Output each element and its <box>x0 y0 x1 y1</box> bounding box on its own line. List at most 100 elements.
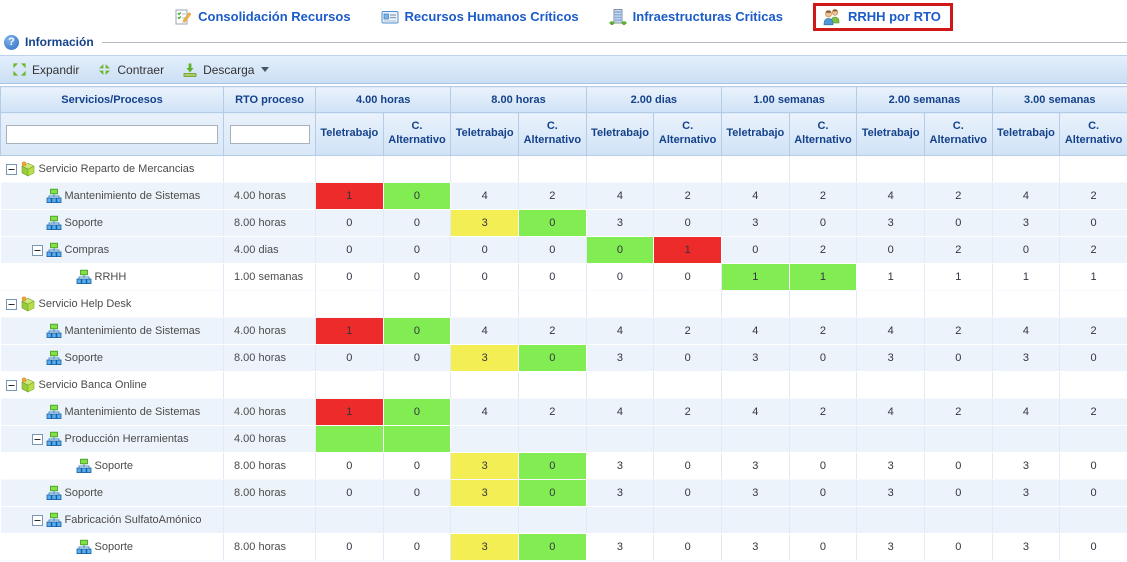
collapse-expander-icon[interactable] <box>31 244 45 256</box>
help-icon[interactable]: ? <box>4 34 19 50</box>
value-cell: 2 <box>789 317 858 345</box>
value-cell <box>383 371 452 399</box>
subcolumn-header[interactable]: C. Alternativo <box>382 112 452 156</box>
value-cell: 0 <box>518 479 587 507</box>
table-row: Soporte 8.00 horas 0 0 3 0 3 0 3 0 3 0 3 0 <box>0 344 1127 372</box>
subcolumn-header[interactable]: Teletrabajo <box>315 112 384 156</box>
period-column-header[interactable]: 4.00 horas <box>314 86 452 113</box>
rto-cell: 4.00 horas <box>223 182 316 210</box>
value-cell: 1 <box>856 263 925 291</box>
value-cell: 3 <box>586 344 655 372</box>
value-cell: 0 <box>992 236 1061 264</box>
rto-cell: 8.00 horas <box>223 452 316 480</box>
value-cell: 0 <box>856 236 925 264</box>
value-cell <box>789 155 858 183</box>
value-cell: 4 <box>721 317 790 345</box>
subcolumn-header[interactable]: Teletrabajo <box>991 112 1061 156</box>
service-process-cell: Servicio Help Desk <box>0 290 224 318</box>
value-cell: 1 <box>315 182 384 210</box>
value-cell: 2 <box>924 398 993 426</box>
collapse-expander-icon[interactable] <box>31 433 45 445</box>
period-column-header[interactable]: 2.00 semanas <box>856 86 993 113</box>
value-cell: 0 <box>315 236 384 264</box>
service-process-cell: Producción Herramientas <box>0 425 224 453</box>
value-cell: 2 <box>1059 236 1127 264</box>
period-column-header[interactable]: 8.00 horas <box>450 86 587 113</box>
value-cell: 3 <box>992 533 1061 561</box>
value-cell <box>653 155 722 183</box>
value-cell: 0 <box>1059 533 1127 561</box>
value-cell: 4 <box>992 317 1061 345</box>
value-cell: 0 <box>518 236 587 264</box>
tab-bar: Consolidación Recursos Recursos Humanos C… <box>0 0 1127 33</box>
subcolumn-header[interactable]: Teletrabajo <box>450 112 519 156</box>
sitemap-icon <box>46 323 62 339</box>
value-cell: 4 <box>992 398 1061 426</box>
value-cell: 0 <box>1059 479 1127 507</box>
value-cell: 3 <box>586 479 655 507</box>
service-process-cell: Fabricación SulfatoAmónico <box>0 506 224 534</box>
expand-button[interactable]: Expandir <box>8 60 83 79</box>
value-cell: 0 <box>315 209 384 237</box>
collapse-expander-icon[interactable] <box>5 163 19 175</box>
subcolumn-header[interactable]: C. Alternativo <box>653 112 722 156</box>
service-process-cell: Servicio Banca Online <box>0 371 224 399</box>
tab-rrhh-por-rto[interactable]: RRHH por RTO <box>812 2 953 31</box>
sitemap-icon <box>46 512 62 528</box>
value-cell: 1 <box>992 263 1061 291</box>
value-cell: 0 <box>653 479 722 507</box>
value-cell: 0 <box>383 182 452 210</box>
table-row: Soporte 8.00 horas 0 0 3 0 3 0 3 0 3 0 3 0 <box>0 479 1127 507</box>
subcolumn-header[interactable]: Teletrabajo <box>720 112 790 156</box>
value-cell <box>315 506 384 534</box>
value-cell <box>789 371 858 399</box>
services-column-header[interactable]: Servicios/Procesos <box>0 86 224 113</box>
value-cell: 4 <box>721 182 790 210</box>
value-cell: 2 <box>1059 317 1127 345</box>
subcolumn-header[interactable]: C. Alternativo <box>517 112 587 156</box>
subcolumn-header[interactable]: Teletrabajo <box>856 112 925 156</box>
period-column-header[interactable]: 1.00 semanas <box>720 86 858 113</box>
service-process-cell: Soporte <box>0 533 224 561</box>
tab-consolidaci-n-recursos[interactable]: Consolidación Recursos <box>174 8 351 26</box>
rto-cell: 4.00 horas <box>223 398 316 426</box>
value-cell: 0 <box>789 533 858 561</box>
value-cell <box>992 155 1061 183</box>
value-cell <box>721 155 790 183</box>
subcolumn-header[interactable]: C. Alternativo <box>923 112 993 156</box>
tab-infraestructuras-criticas[interactable]: Infraestructuras Criticas <box>609 8 783 26</box>
value-cell: 0 <box>1059 209 1127 237</box>
download-button[interactable]: Descarga <box>178 60 273 80</box>
value-cell: 0 <box>383 236 452 264</box>
value-cell <box>1059 371 1127 399</box>
subcolumn-header[interactable]: C. Alternativo <box>1059 112 1127 156</box>
collapse-expander-icon[interactable] <box>31 514 45 526</box>
subcolumn-header[interactable]: Teletrabajo <box>585 112 655 156</box>
building-icon <box>609 8 627 26</box>
services-filter-input[interactable] <box>6 124 218 144</box>
collapse-expander-icon[interactable] <box>5 379 19 391</box>
collapse-expander-icon[interactable] <box>5 298 19 310</box>
sitemap-icon <box>46 485 62 501</box>
collapse-button[interactable]: Contraer <box>93 60 168 79</box>
period-column-header[interactable]: 2.00 dias <box>585 86 722 113</box>
tab-recursos-humanos-cr-ticos[interactable]: Recursos Humanos Críticos <box>381 8 579 26</box>
download-icon <box>182 62 198 78</box>
value-cell: 0 <box>653 209 722 237</box>
value-cell: 2 <box>789 398 858 426</box>
value-cell <box>721 290 790 318</box>
value-cell: 0 <box>383 209 452 237</box>
legend-divider <box>101 41 1127 43</box>
rto-column-header[interactable]: RTO proceso <box>223 86 316 113</box>
value-cell: 0 <box>450 236 519 264</box>
value-cell <box>450 506 519 534</box>
value-cell: 1 <box>315 398 384 426</box>
value-cell: 2 <box>653 398 722 426</box>
table-row: Mantenimiento de Sistemas 4.00 horas 1 0 4 2 4… <box>0 317 1127 345</box>
value-cell: 3 <box>586 209 655 237</box>
value-cell: 0 <box>924 452 993 480</box>
dropdown-caret-icon[interactable] <box>261 67 270 72</box>
rto-filter-input[interactable] <box>229 124 310 144</box>
period-column-header[interactable]: 3.00 semanas <box>991 86 1127 113</box>
subcolumn-header[interactable]: C. Alternativo <box>788 112 858 156</box>
